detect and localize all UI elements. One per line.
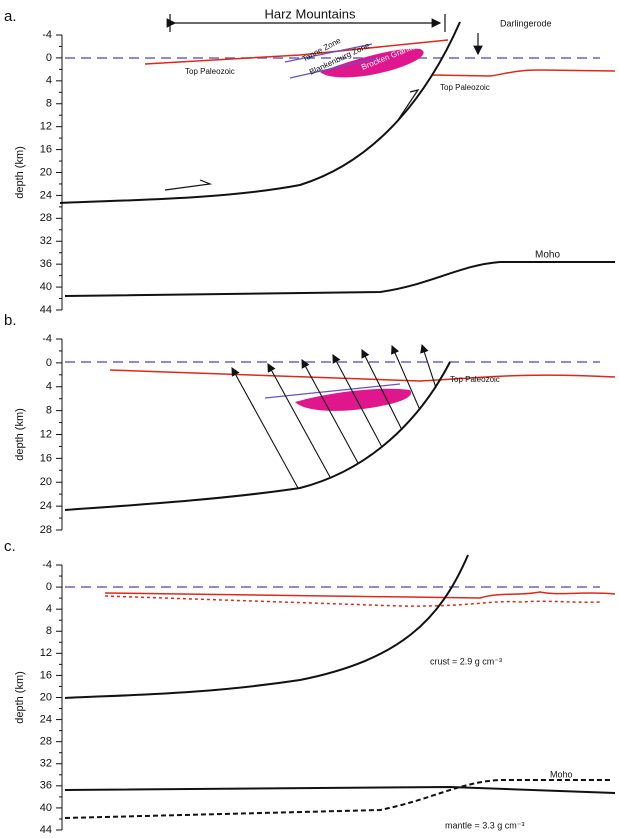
- y-tick-label: 12: [40, 428, 52, 440]
- y-tick-label: 44: [40, 824, 52, 836]
- y-tick-label: 0: [46, 357, 52, 369]
- axis-label: depth (km): [14, 408, 26, 461]
- y-tick-label: 40: [40, 281, 52, 293]
- y-tick-label: 16: [40, 452, 52, 464]
- y-tick-label: 28: [40, 524, 52, 536]
- y-tick-label: 28: [40, 212, 52, 224]
- y-tick-label: 0: [46, 52, 52, 64]
- y-tick-label: 16: [40, 143, 52, 155]
- y-tick-label: 40: [40, 802, 52, 814]
- y-tick-label: 24: [40, 500, 52, 512]
- panel-c-drawing: [64, 554, 616, 819]
- y-tick-label: 36: [40, 780, 52, 792]
- axis-label: depth (km): [14, 146, 26, 199]
- y-tick-label: 8: [46, 625, 52, 637]
- annotation: Top Paleozoic: [450, 375, 500, 384]
- annotation: mantle = 3.3 g cm⁻³: [445, 820, 525, 830]
- y-tick-label: 28: [40, 736, 52, 748]
- y-tick-label: 0: [46, 581, 52, 593]
- y-tick-label: -4: [42, 29, 52, 41]
- y-tick-label: 12: [40, 121, 52, 133]
- annotation: Moho: [535, 250, 560, 261]
- y-tick-label: 20: [40, 691, 52, 703]
- y-tick-label: 4: [46, 75, 52, 87]
- y-tick-label: 16: [40, 669, 52, 681]
- panel-b-drawing: [64, 343, 616, 511]
- panel-label: c.: [4, 538, 16, 555]
- annotation: Harz Mountains: [264, 6, 356, 21]
- panel-a-drawing: [59, 14, 616, 297]
- y-tick-label: -4: [42, 333, 52, 345]
- y-tick-label: 32: [40, 235, 52, 247]
- annotation: Top Paleozoic: [185, 67, 235, 76]
- y-tick-label: 8: [46, 98, 52, 110]
- y-tick-label: 12: [40, 647, 52, 659]
- y-tick-label: 24: [40, 189, 52, 201]
- y-tick-label: 4: [46, 381, 52, 393]
- y-tick-label: 4: [46, 603, 52, 615]
- y-tick-label: 36: [40, 258, 52, 270]
- y-tick-label: 44: [40, 304, 52, 316]
- y-tick-label: 20: [40, 476, 52, 488]
- annotation: Top Paleozoic: [440, 83, 490, 92]
- y-tick-label: 20: [40, 166, 52, 178]
- annotation: Darlingerode: [500, 18, 552, 28]
- y-tick-label: 8: [46, 405, 52, 417]
- y-tick-label: 32: [40, 758, 52, 770]
- axis-label: depth (km): [14, 671, 26, 724]
- y-tick-label: -4: [42, 559, 52, 571]
- panel-label: a.: [4, 8, 17, 25]
- annotation: Moho: [550, 769, 573, 779]
- panel-label: b.: [4, 312, 17, 329]
- y-tick-label: 24: [40, 713, 52, 725]
- annotation: crust = 2.9 g cm⁻³: [430, 656, 502, 666]
